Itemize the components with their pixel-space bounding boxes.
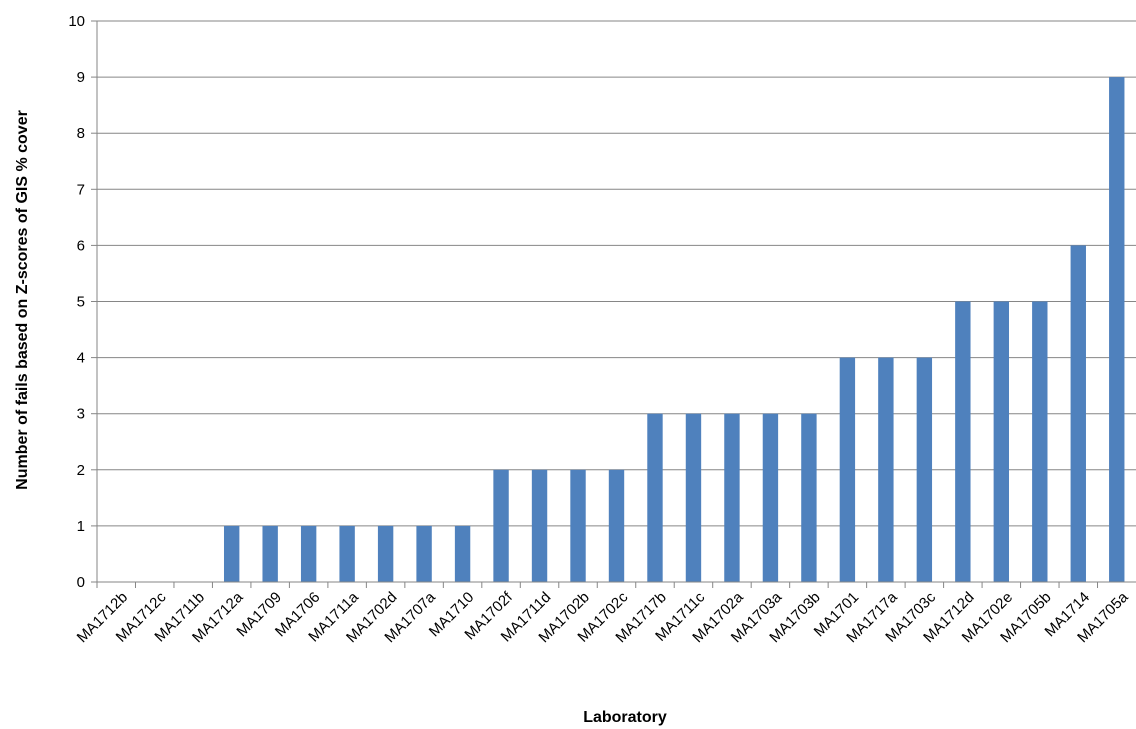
bar <box>608 469 625 582</box>
bar <box>493 469 509 582</box>
y-tick-label: 6 <box>77 237 85 254</box>
bar <box>454 525 471 582</box>
y-tick-label: 1 <box>77 518 85 535</box>
bar <box>262 525 278 582</box>
bars <box>223 77 1125 582</box>
bar <box>993 301 1010 582</box>
gridlines <box>97 20 1136 527</box>
bar <box>416 525 432 582</box>
bar <box>223 525 240 582</box>
y-tick-label: 0 <box>77 574 85 591</box>
y-tick-label: 10 <box>68 13 85 30</box>
bar <box>339 525 355 582</box>
bar <box>647 413 663 582</box>
y-tick-label: 3 <box>77 406 85 423</box>
bar <box>570 469 586 582</box>
y-tick-label: 8 <box>77 125 85 142</box>
y-tick-label: 2 <box>77 462 85 479</box>
bar <box>685 413 702 582</box>
x-tick-labels: MA1712bMA1712cMA1711bMA1712aMA1709MA1706… <box>74 588 1132 646</box>
bar <box>762 413 779 582</box>
bar <box>1032 301 1048 582</box>
bar <box>839 357 856 582</box>
y-tick-label: 4 <box>77 350 85 367</box>
y-tick-label: 9 <box>77 69 85 86</box>
bar <box>377 525 394 582</box>
y-axis-title: Number of fails based on Z-scores of GIS… <box>14 110 31 490</box>
bar <box>1070 245 1086 582</box>
x-axis-title: Laboratory <box>583 709 667 726</box>
bar <box>801 413 817 582</box>
bar <box>878 357 894 582</box>
bar <box>724 413 740 582</box>
bar <box>300 525 317 582</box>
bar <box>916 357 933 582</box>
bar <box>955 301 971 582</box>
axes <box>91 20 1136 588</box>
bar <box>1109 77 1125 582</box>
y-tick-label: 5 <box>77 294 85 311</box>
y-tick-label: 7 <box>77 181 85 198</box>
y-tick-labels: 0 1 2 3 4 5 6 7 8 9 10 <box>68 13 85 591</box>
bar <box>531 469 548 582</box>
